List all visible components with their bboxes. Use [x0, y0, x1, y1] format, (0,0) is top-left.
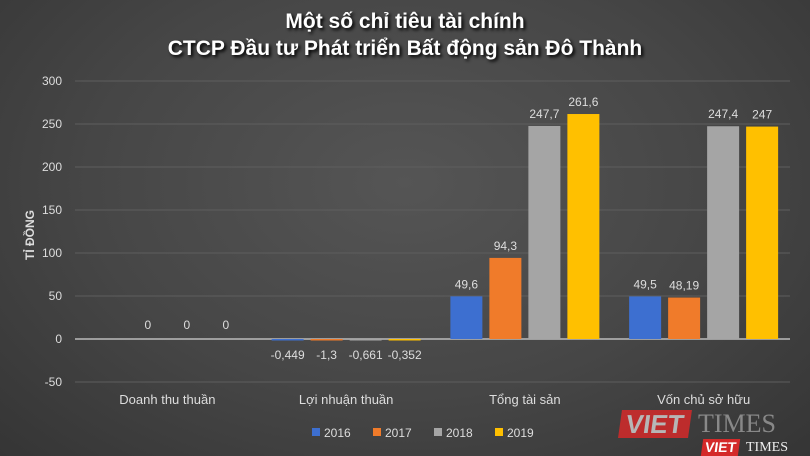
data-label: 0 [184, 318, 191, 332]
bar-2018 [707, 126, 740, 340]
legend-label-2016: 2016 [324, 426, 351, 440]
data-label: 0 [145, 318, 152, 332]
bar-2017 [668, 297, 701, 339]
data-label: 247 [752, 108, 772, 122]
legend-label-2018: 2018 [446, 426, 473, 440]
bar-2019 [746, 126, 779, 339]
x-category-label: Tổng tài sản [489, 392, 561, 407]
data-label: 49,5 [633, 277, 657, 291]
data-label: -1,3 [316, 348, 337, 362]
legend-label-2017: 2017 [385, 426, 412, 440]
watermark-logo-viet: VIET [618, 409, 692, 439]
legend-swatch-2016 [312, 428, 320, 436]
y-axis-label: TỈ ĐỒNG [22, 210, 37, 260]
y-tick-label: -50 [45, 375, 63, 389]
bar-2016 [450, 296, 483, 339]
data-label: -0,352 [388, 348, 422, 362]
legend-swatch-2017 [373, 428, 381, 436]
data-label: -0,449 [271, 348, 305, 362]
data-label: 49,6 [455, 277, 479, 291]
x-category-label: Lợi nhuận thuần [299, 392, 394, 407]
y-tick-label: 50 [49, 289, 63, 303]
watermark-logo-times: TIMES [698, 409, 776, 438]
data-label: 48,19 [669, 279, 699, 293]
watermark-logo-times-small: TIMES [746, 440, 788, 455]
data-label: 94,3 [494, 239, 518, 253]
bar-2019 [567, 114, 600, 339]
bar-2017 [489, 257, 522, 339]
watermark-logo-viet-small: VIET [700, 439, 741, 456]
y-tick-label: 200 [42, 160, 62, 174]
y-tick-label: 0 [55, 332, 62, 346]
y-tick-label: 100 [42, 246, 62, 260]
viettimes-watermark: VIET TIMES VIET TIMES [618, 409, 810, 456]
data-label: -0,661 [349, 348, 383, 362]
y-tick-label: 150 [42, 203, 62, 217]
data-label: 247,7 [529, 107, 559, 121]
y-tick-label: 300 [42, 74, 62, 88]
bar-2016 [271, 339, 304, 341]
bar-2018 [349, 339, 382, 341]
x-category-label: Doanh thu thuần [119, 392, 215, 407]
data-label: 0 [223, 318, 230, 332]
bar-2018 [528, 125, 561, 339]
y-tick-label: 250 [42, 117, 62, 131]
bar-2017 [310, 339, 343, 341]
title-line-1: Một số chỉ tiêu tài chính [285, 10, 525, 33]
legend-swatch-2019 [495, 428, 503, 436]
legend-swatch-2018 [434, 428, 442, 436]
chart-title: Một số chỉ tiêu tài chính CTCP Đầu tư Ph… [0, 8, 810, 62]
data-label: 261,6 [568, 95, 598, 109]
bar-2019 [388, 339, 421, 341]
bar-2016 [629, 296, 662, 339]
legend-label-2019: 2019 [507, 426, 534, 440]
title-line-2: CTCP Đầu tư Phát triển Bất động sản Đô T… [167, 37, 643, 60]
x-category-label: Vốn chủ sở hữu [657, 392, 750, 407]
data-label: 247,4 [708, 107, 738, 121]
